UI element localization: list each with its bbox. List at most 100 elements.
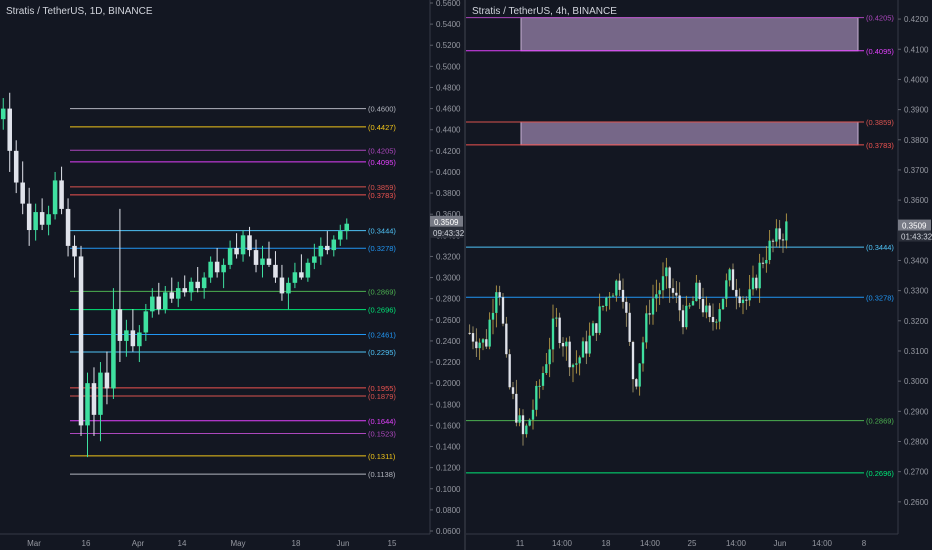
- candle-body[interactable]: [299, 272, 304, 278]
- candle-body[interactable]: [541, 372, 545, 386]
- resistance-zone[interactable]: [520, 121, 859, 146]
- candle-body[interactable]: [221, 264, 226, 273]
- candle-body[interactable]: [705, 305, 708, 313]
- candle-body[interactable]: [635, 379, 638, 387]
- candle-body[interactable]: [591, 323, 595, 336]
- candle-body[interactable]: [545, 364, 548, 373]
- candle-body[interactable]: [715, 321, 718, 323]
- candle-body[interactable]: [20, 182, 25, 204]
- candle-body[interactable]: [143, 311, 149, 333]
- candle-body[interactable]: [698, 282, 701, 300]
- candle-body[interactable]: [685, 305, 688, 328]
- candle-body[interactable]: [98, 372, 103, 415]
- candle-body[interactable]: [111, 309, 116, 389]
- candle-body[interactable]: [761, 262, 765, 264]
- candle-body[interactable]: [748, 289, 751, 301]
- candle-body[interactable]: [601, 306, 605, 308]
- candle-body[interactable]: [471, 333, 475, 342]
- candle-body[interactable]: [765, 259, 768, 264]
- candle-body[interactable]: [695, 282, 698, 302]
- candle-body[interactable]: [52, 180, 58, 215]
- candle-body[interactable]: [738, 296, 741, 304]
- candle-body[interactable]: [65, 208, 71, 246]
- candle-body[interactable]: [182, 288, 187, 293]
- candle-body[interactable]: [535, 385, 538, 410]
- candle-body[interactable]: [675, 292, 678, 296]
- candle-body[interactable]: [725, 280, 728, 299]
- candle-body[interactable]: [731, 269, 735, 290]
- candle-body[interactable]: [137, 332, 142, 347]
- candle-body[interactable]: [781, 239, 785, 241]
- candle-body[interactable]: [555, 317, 558, 319]
- candle-body[interactable]: [661, 276, 665, 291]
- candle-body[interactable]: [735, 289, 738, 297]
- candle-body[interactable]: [331, 239, 337, 251]
- candle-body[interactable]: [625, 301, 628, 313]
- candle-body[interactable]: [78, 256, 84, 426]
- candle-body[interactable]: [565, 341, 568, 347]
- candle-body[interactable]: [253, 250, 259, 265]
- candle-body[interactable]: [46, 214, 51, 225]
- candle-body[interactable]: [648, 313, 651, 315]
- candle-body[interactable]: [318, 245, 324, 257]
- candle-body[interactable]: [511, 387, 515, 394]
- candle-body[interactable]: [26, 203, 32, 231]
- candle-body[interactable]: [130, 330, 136, 347]
- candle-body[interactable]: [266, 258, 272, 265]
- candle-body[interactable]: [728, 269, 731, 281]
- candle-body[interactable]: [671, 288, 675, 293]
- candle-body[interactable]: [491, 312, 495, 320]
- candle-body[interactable]: [548, 349, 551, 365]
- candle-body[interactable]: [645, 313, 648, 343]
- candle-body[interactable]: [578, 357, 581, 364]
- candle-body[interactable]: [575, 363, 578, 365]
- candle-body[interactable]: [91, 383, 97, 415]
- four-hour-chart-canvas[interactable]: 0.4200 0.4100 0.4000 0.3900 0.3800 0.3700 0.36…: [466, 0, 932, 550]
- panel-divider[interactable]: [464, 0, 466, 550]
- candle-body[interactable]: [227, 247, 233, 265]
- candle-body[interactable]: [691, 301, 695, 306]
- candle-body[interactable]: [701, 299, 705, 313]
- candle-body[interactable]: [581, 341, 585, 358]
- candle-body[interactable]: [344, 223, 350, 232]
- candle-body[interactable]: [708, 305, 711, 317]
- candle-body[interactable]: [758, 262, 761, 289]
- last-price-tag[interactable]: [430, 215, 463, 227]
- candle-body[interactable]: [234, 247, 239, 255]
- candle-body[interactable]: [631, 341, 635, 380]
- candle-body[interactable]: [558, 317, 561, 344]
- candle-body[interactable]: [156, 296, 162, 310]
- candle-body[interactable]: [305, 262, 311, 278]
- candle-body[interactable]: [521, 415, 525, 435]
- candle-body[interactable]: [104, 372, 110, 389]
- resistance-zone[interactable]: [520, 17, 859, 52]
- candle-body[interactable]: [641, 342, 645, 364]
- candle-body[interactable]: [618, 280, 621, 290]
- candle-body[interactable]: [771, 240, 775, 242]
- candle-body[interactable]: [525, 425, 528, 435]
- candle-body[interactable]: [718, 309, 721, 322]
- candle-body[interactable]: [175, 288, 181, 299]
- candle-body[interactable]: [188, 281, 194, 293]
- candle-body[interactable]: [611, 295, 615, 297]
- candle-body[interactable]: [273, 264, 278, 278]
- candle-body[interactable]: [488, 319, 491, 347]
- candle-body[interactable]: [745, 299, 748, 301]
- candle-body[interactable]: [638, 363, 641, 387]
- candle-body[interactable]: [150, 296, 155, 312]
- candle-body[interactable]: [124, 330, 129, 341]
- candle-body[interactable]: [169, 292, 175, 299]
- candle-body[interactable]: [117, 309, 123, 341]
- candle-body[interactable]: [505, 323, 508, 355]
- candle-body[interactable]: [531, 409, 535, 420]
- candle-body[interactable]: [678, 295, 681, 311]
- candle-body[interactable]: [501, 297, 505, 324]
- daily-chart-canvas[interactable]: 0.5600 0.5400 0.5200 0.5000 0.4800 0.4600 0.44…: [0, 0, 464, 550]
- candle-body[interactable]: [688, 305, 691, 307]
- candle-body[interactable]: [658, 290, 661, 295]
- candle-body[interactable]: [485, 339, 488, 347]
- candle-body[interactable]: [751, 277, 755, 290]
- candle-body[interactable]: [595, 323, 598, 333]
- candle-body[interactable]: [655, 294, 658, 299]
- candle-body[interactable]: [628, 312, 631, 342]
